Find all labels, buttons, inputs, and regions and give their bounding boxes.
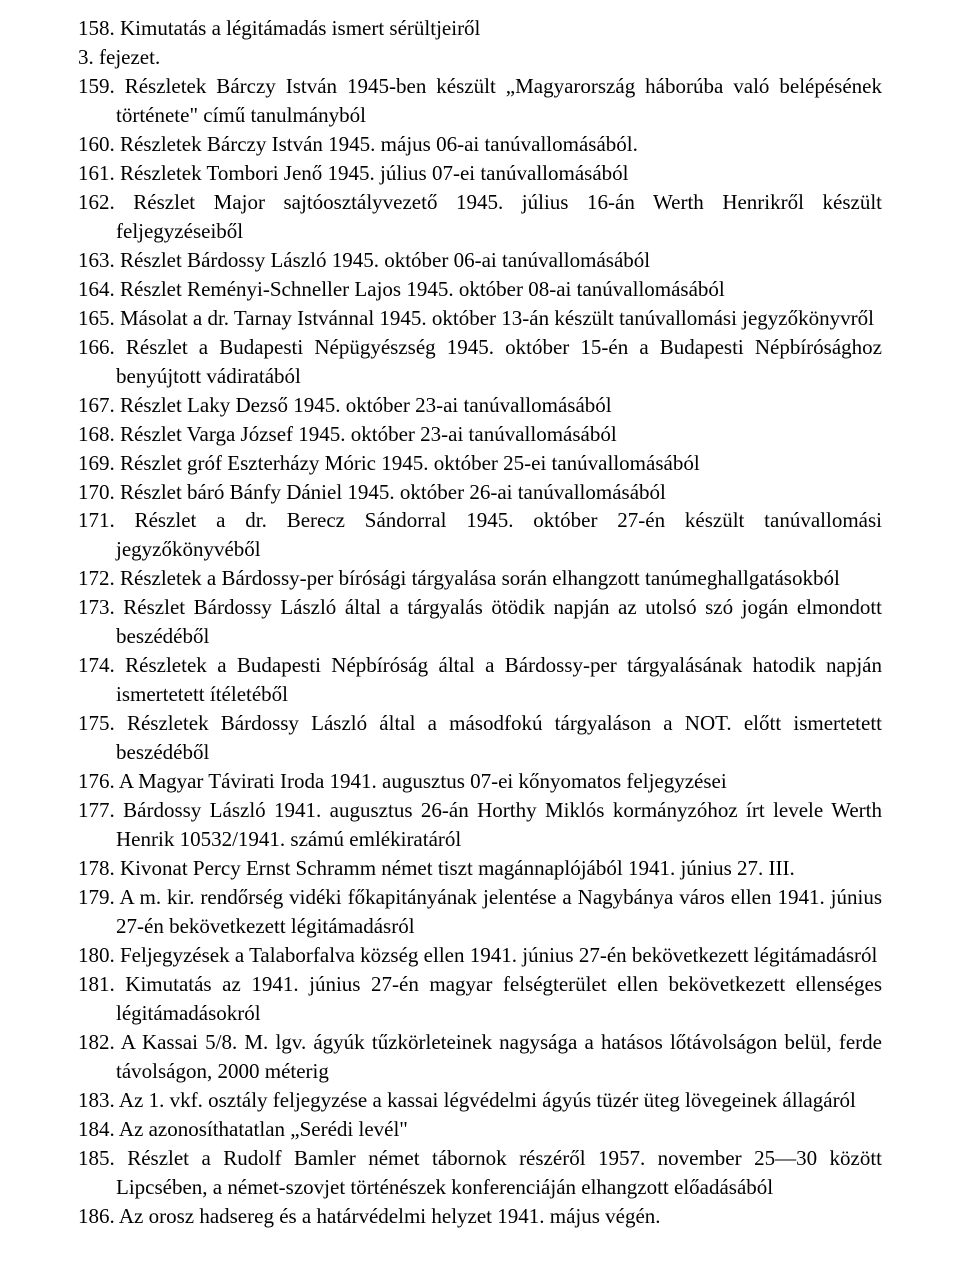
text-line: 167. Részlet Laky Dezső 1945. október 23… xyxy=(78,391,882,420)
text-line: 165. Másolat a dr. Tarnay Istvánnal 1945… xyxy=(78,304,882,333)
text-line: 184. Az azonosíthatatlan „Serédi levél" xyxy=(78,1115,882,1144)
text-line: 159. Részletek Bárczy István 1945-ben ké… xyxy=(78,72,882,130)
text-line: 176. A Magyar Távirati Iroda 1941. augus… xyxy=(78,767,882,796)
text-line: 163. Részlet Bárdossy László 1945. októb… xyxy=(78,246,882,275)
text-line: 180. Feljegyzések a Talaborfalva község … xyxy=(78,941,882,970)
text-line: 185. Részlet a Rudolf Bamler német tábor… xyxy=(78,1144,882,1202)
text-line: 171. Részlet a dr. Berecz Sándorral 1945… xyxy=(78,506,882,564)
text-line: 181. Kimutatás az 1941. június 27-én mag… xyxy=(78,970,882,1028)
text-line: 177. Bárdossy László 1941. augusztus 26-… xyxy=(78,796,882,854)
text-line: 166. Részlet a Budapesti Népügyészség 19… xyxy=(78,333,882,391)
text-line: 3. fejezet. xyxy=(78,43,882,72)
text-line: 160. Részletek Bárczy István 1945. május… xyxy=(78,130,882,159)
text-line: 178. Kivonat Percy Ernst Schramm német t… xyxy=(78,854,882,883)
text-line: 170. Részlet báró Bánfy Dániel 1945. okt… xyxy=(78,478,882,507)
text-line: 183. Az 1. vkf. osztály feljegyzése a ka… xyxy=(78,1086,882,1115)
text-line: 179. A m. kir. rendőrség vidéki főkapitá… xyxy=(78,883,882,941)
text-line: 174. Részletek a Budapesti Népbíróság ál… xyxy=(78,651,882,709)
text-line: 173. Részlet Bárdossy László által a tár… xyxy=(78,593,882,651)
text-line: 169. Részlet gróf Eszterházy Móric 1945.… xyxy=(78,449,882,478)
text-line: 186. Az orosz hadsereg és a határvédelmi… xyxy=(78,1202,882,1231)
text-line: 162. Részlet Major sajtóosztályvezető 19… xyxy=(78,188,882,246)
document-page: 158. Kimutatás a légitámadás ismert sérü… xyxy=(0,0,960,1271)
text-line: 164. Részlet Reményi-Schneller Lajos 194… xyxy=(78,275,882,304)
text-line: 168. Részlet Varga József 1945. október … xyxy=(78,420,882,449)
text-line: 172. Részletek a Bárdossy-per bírósági t… xyxy=(78,564,882,593)
text-line: 158. Kimutatás a légitámadás ismert sérü… xyxy=(78,14,882,43)
text-line: 175. Részletek Bárdossy László által a m… xyxy=(78,709,882,767)
text-line: 182. A Kassai 5/8. M. lgv. ágyúk tűzkörl… xyxy=(78,1028,882,1086)
text-line: 161. Részletek Tombori Jenő 1945. július… xyxy=(78,159,882,188)
